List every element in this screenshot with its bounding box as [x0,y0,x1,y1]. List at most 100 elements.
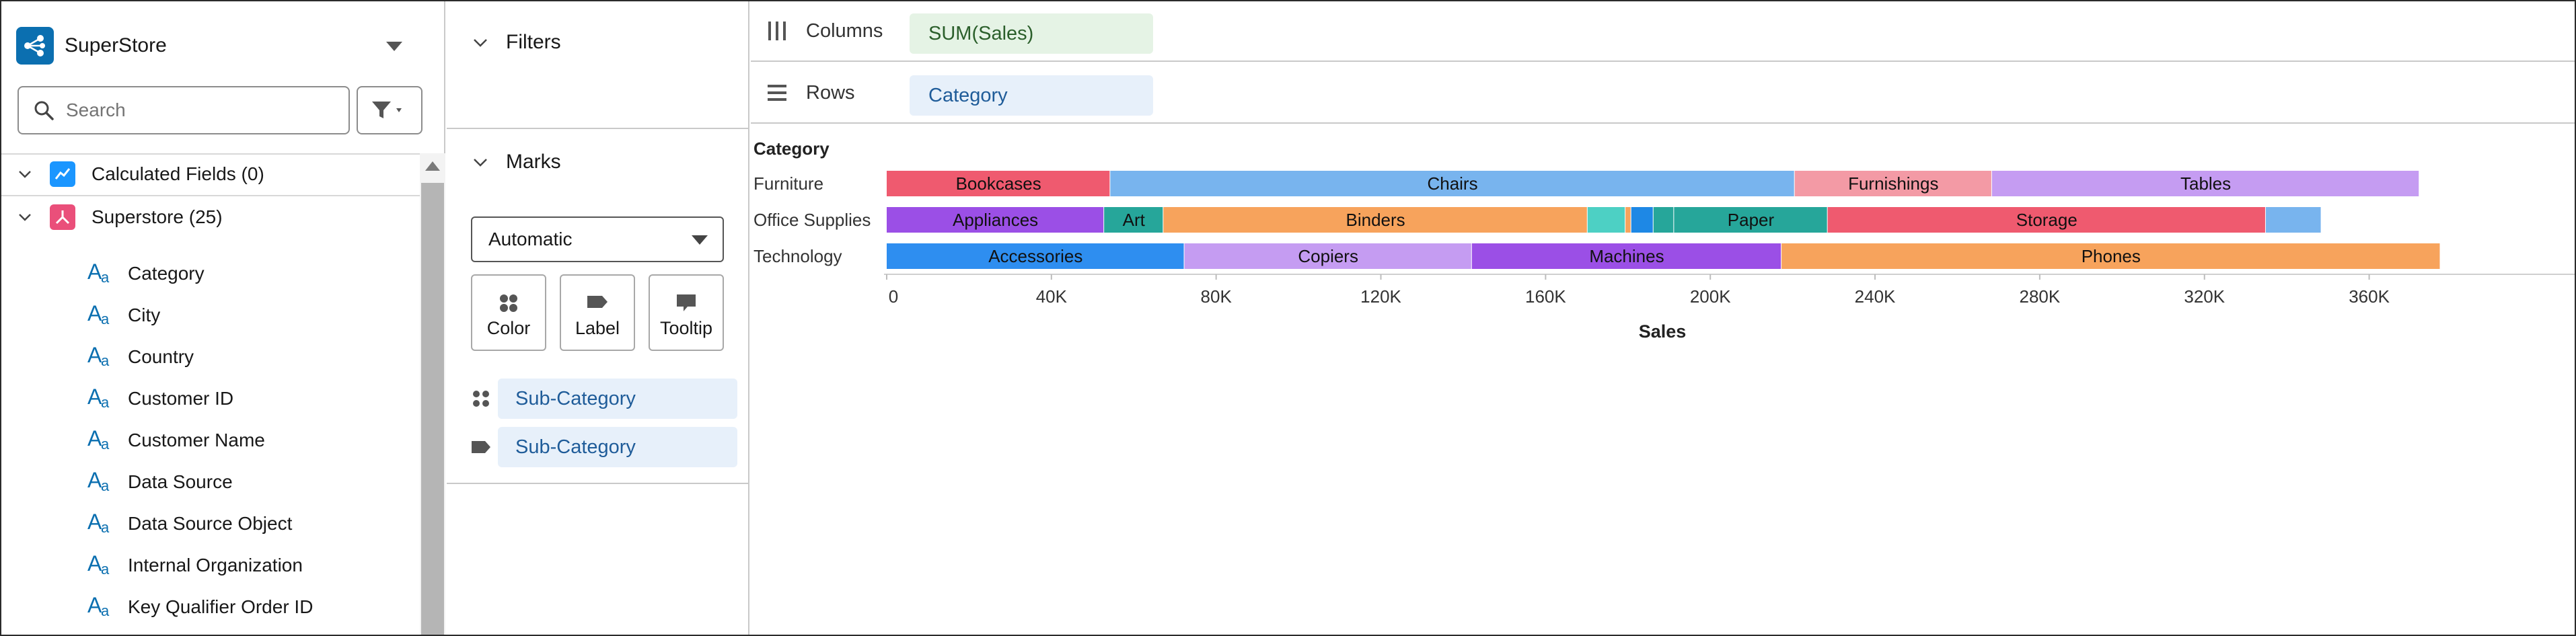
filter-button[interactable] [357,86,422,134]
x-axis-title: Sales [1639,321,1687,342]
chevron-down-icon[interactable] [17,167,32,182]
bar-segment[interactable] [1184,243,1471,269]
bar-label: Tables [2180,173,2231,194]
x-tick-label: 320K [2184,286,2225,307]
bar-segment[interactable] [887,207,1104,233]
bar-label: Binders [1346,210,1405,230]
rows-shelf[interactable]: Rows Category [751,63,2575,124]
mark-type-value: Automatic [488,229,573,249]
filters-title: Filters [506,31,561,53]
label-icon [587,296,608,308]
marks-pill-row: Sub-Category [447,426,748,468]
marks-pill-row: Sub-Category [447,378,748,420]
label-button-label: Label [575,318,620,338]
field-label: Category [128,263,205,284]
label-pill[interactable]: Sub-Category [498,427,737,467]
bar-segment[interactable] [1674,207,1827,233]
bar-label: Paper [1728,210,1775,230]
scrollbar-thumb[interactable] [421,183,444,635]
x-tick-label: 0 [889,286,898,307]
chevron-down-icon[interactable] [386,42,402,51]
category-label: Office Supplies [753,210,871,230]
color-pill[interactable]: Sub-Category [498,379,737,419]
columns-shelf[interactable]: Columns SUM(Sales) [751,1,2575,62]
bar-segment[interactable] [1625,207,1631,233]
chevron-down-icon[interactable] [17,210,32,225]
rows-pill[interactable]: Category [910,75,1153,116]
columns-pill[interactable]: SUM(Sales) [910,13,1153,54]
field-label: Customer Name [128,430,265,450]
datasource-icon [16,27,54,65]
group-label: Calculated Fields (0) [91,163,264,184]
calculated-field-icon [50,161,75,187]
x-tick-label: 120K [1360,286,1401,307]
bar-segment[interactable] [1781,243,2440,269]
scroll-up-arrow-icon[interactable] [425,161,440,171]
x-tick-label: 360K [2349,286,2390,307]
chevron-down-icon [692,235,708,245]
bar-segment[interactable] [1587,207,1625,233]
tooltip-button-label: Tooltip [659,318,713,338]
bar-label: Bookcases [956,173,1041,194]
bar-segment[interactable] [1991,171,2419,196]
color-icon [500,294,517,312]
chevron-down-icon[interactable] [472,154,488,170]
category-label: Technology [753,246,842,266]
search-input[interactable] [66,100,335,121]
x-tick-label: 160K [1525,286,1566,307]
bar-segment[interactable] [1163,207,1587,233]
label-button[interactable]: Label [560,274,635,351]
field-label: City [128,305,161,325]
x-tick-label: 240K [1855,286,1896,307]
bar-segment[interactable] [1653,207,1674,233]
row-header: Category [753,138,830,159]
bar-segment[interactable] [1471,243,1781,269]
filters-card-header[interactable]: Filters [447,26,748,59]
bar-segment[interactable] [1110,171,1794,196]
marks-card-header[interactable]: Marks [447,145,748,179]
category-label: Furniture [753,173,823,194]
bar-segment[interactable] [887,243,1184,269]
bar-label: Art [1123,210,1146,230]
datasource-header[interactable]: SuperStore [16,27,167,65]
data-pane: SuperStore Calculated Fields (0) [1,1,445,635]
bar-label: Furnishings [1848,173,1938,194]
group-calculated-fields[interactable]: Calculated Fields (0) [1,153,420,195]
label-icon [470,437,492,457]
bar-segment[interactable] [1104,207,1163,233]
group-label: Superstore (25) [91,206,223,227]
field-label: Data Source [128,471,233,492]
chart-area: Category Furniture Bookcases Chairs Furnishi… [751,126,2575,635]
x-tick-label: 40K [1036,286,1068,307]
bar-segment[interactable] [1631,207,1653,233]
chevron-down-icon[interactable] [472,34,488,50]
x-tick-label: 80K [1201,286,1232,307]
rows-shelf-title: Rows [806,81,855,104]
bar-segment[interactable] [1794,171,1991,196]
field-search[interactable] [17,86,350,134]
color-button[interactable]: Color [471,274,546,351]
bar-segment[interactable] [1827,207,2265,233]
tooltip-button[interactable]: Tooltip [649,274,724,351]
cards-pane: Filters Marks Automatic Color Label Tool… [447,1,749,635]
bar-segment[interactable] [2265,207,2321,233]
field-label: Internal Organization [128,555,303,575]
stacked-bar-chart[interactable]: Category Furniture Bookcases Chairs Furnishi… [751,126,2575,635]
mark-type-select[interactable]: Automatic [471,216,724,262]
bar-segment[interactable] [887,171,1110,196]
group-superstore[interactable]: Superstore (25) [1,196,420,238]
scrollbar[interactable] [420,153,445,635]
bar-label: Storage [2016,210,2077,230]
